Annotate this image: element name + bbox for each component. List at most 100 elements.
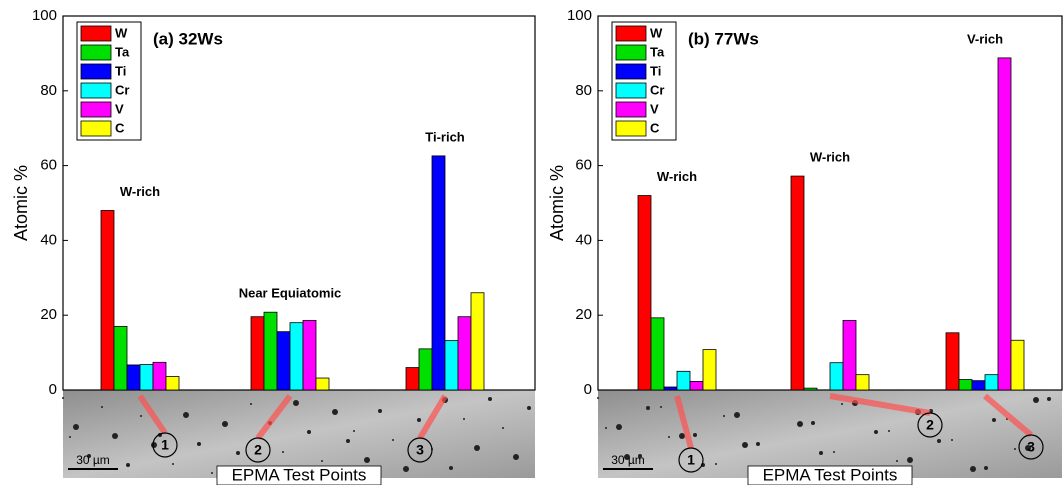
legend-label: V bbox=[115, 101, 124, 116]
pore bbox=[597, 397, 599, 399]
bar bbox=[676, 370, 691, 391]
point-marker bbox=[1018, 434, 1044, 460]
pore bbox=[1025, 445, 1031, 451]
legend-swatch bbox=[80, 101, 112, 118]
legend-label: C bbox=[115, 120, 125, 135]
pointer-arrow bbox=[983, 393, 1033, 438]
bar bbox=[139, 364, 154, 391]
pore bbox=[660, 406, 662, 408]
point-marker bbox=[407, 437, 433, 463]
panel-title: (a) 32Ws bbox=[153, 29, 223, 48]
pore bbox=[73, 424, 79, 430]
pointer-arrow bbox=[255, 394, 293, 440]
annotation: W-rich bbox=[810, 150, 850, 165]
annotation: W-rich bbox=[120, 184, 160, 199]
legend-swatch bbox=[80, 25, 112, 42]
pore bbox=[69, 436, 71, 438]
pointer-arrow bbox=[417, 394, 448, 440]
y-tick-label: 60 bbox=[575, 157, 592, 174]
pore bbox=[970, 466, 976, 472]
y-axis-label: Atomic % bbox=[11, 165, 31, 241]
pore bbox=[742, 442, 748, 448]
pore bbox=[907, 457, 913, 463]
bar bbox=[829, 362, 844, 391]
pore bbox=[151, 442, 157, 448]
legend-swatch bbox=[80, 82, 112, 99]
pore bbox=[527, 406, 531, 410]
pore bbox=[392, 439, 394, 441]
pore bbox=[250, 403, 252, 405]
y-tick-label: 0 bbox=[584, 381, 592, 398]
point-marker bbox=[678, 447, 704, 473]
pore bbox=[140, 415, 142, 417]
pore bbox=[449, 466, 453, 470]
bar bbox=[152, 361, 167, 391]
legend-label: C bbox=[650, 120, 660, 135]
pore bbox=[624, 454, 630, 460]
legend-label: Cr bbox=[115, 82, 129, 97]
bar bbox=[650, 317, 665, 391]
pore bbox=[463, 418, 465, 420]
pore bbox=[992, 418, 996, 422]
point-label: 1 bbox=[161, 437, 169, 453]
point-label: 2 bbox=[254, 442, 262, 458]
pore bbox=[874, 430, 878, 434]
pore bbox=[126, 463, 130, 467]
y-tick-label: 80 bbox=[40, 82, 57, 99]
pore bbox=[605, 427, 607, 429]
x-label-box bbox=[216, 465, 382, 485]
legend-box bbox=[76, 21, 142, 141]
panel-title: (b) 77Ws bbox=[688, 29, 759, 48]
pore bbox=[679, 433, 685, 439]
bar bbox=[790, 175, 805, 391]
bar bbox=[702, 349, 717, 391]
pore bbox=[293, 400, 299, 406]
pore bbox=[1014, 448, 1016, 450]
bar bbox=[302, 320, 317, 391]
pore bbox=[183, 412, 189, 418]
pore bbox=[841, 403, 843, 405]
bar bbox=[405, 367, 420, 391]
point-label: 2 bbox=[926, 417, 934, 433]
pore bbox=[819, 451, 823, 455]
micrograph bbox=[598, 390, 1062, 478]
bar bbox=[689, 380, 704, 391]
pore bbox=[1033, 397, 1039, 403]
pore bbox=[353, 430, 355, 432]
bar bbox=[315, 377, 330, 391]
y-tick-label: 60 bbox=[40, 157, 57, 174]
legend-box bbox=[611, 21, 677, 141]
pore bbox=[62, 397, 64, 399]
annotation: Ti-rich bbox=[425, 129, 465, 144]
pore bbox=[87, 454, 91, 458]
pore bbox=[417, 418, 421, 422]
scale-bar-label: 30 µm bbox=[76, 453, 110, 467]
pore bbox=[211, 472, 213, 474]
x-axis-label: EPMA Test Points bbox=[763, 465, 898, 484]
pore bbox=[734, 412, 740, 418]
pore bbox=[502, 427, 504, 429]
legend-swatch bbox=[80, 120, 112, 137]
point-marker bbox=[917, 412, 943, 438]
legend-swatch bbox=[615, 120, 647, 137]
annotation: V-rich bbox=[967, 31, 1003, 46]
pore bbox=[638, 454, 642, 458]
bar bbox=[100, 210, 115, 391]
pore bbox=[364, 457, 370, 463]
pore bbox=[101, 406, 103, 408]
y-tick-label: 20 bbox=[575, 306, 592, 323]
pore bbox=[723, 415, 725, 417]
legend-swatch bbox=[615, 82, 647, 99]
bar bbox=[113, 326, 128, 391]
x-label-box bbox=[747, 465, 913, 485]
pore bbox=[332, 409, 338, 415]
pointer-arrow bbox=[674, 395, 694, 449]
point-marker bbox=[245, 437, 271, 463]
point-label: 3 bbox=[416, 442, 424, 458]
bar bbox=[803, 387, 818, 391]
pore bbox=[984, 466, 988, 470]
pore bbox=[282, 451, 284, 453]
pore bbox=[321, 460, 323, 462]
pore bbox=[693, 433, 697, 437]
bar bbox=[663, 386, 678, 391]
